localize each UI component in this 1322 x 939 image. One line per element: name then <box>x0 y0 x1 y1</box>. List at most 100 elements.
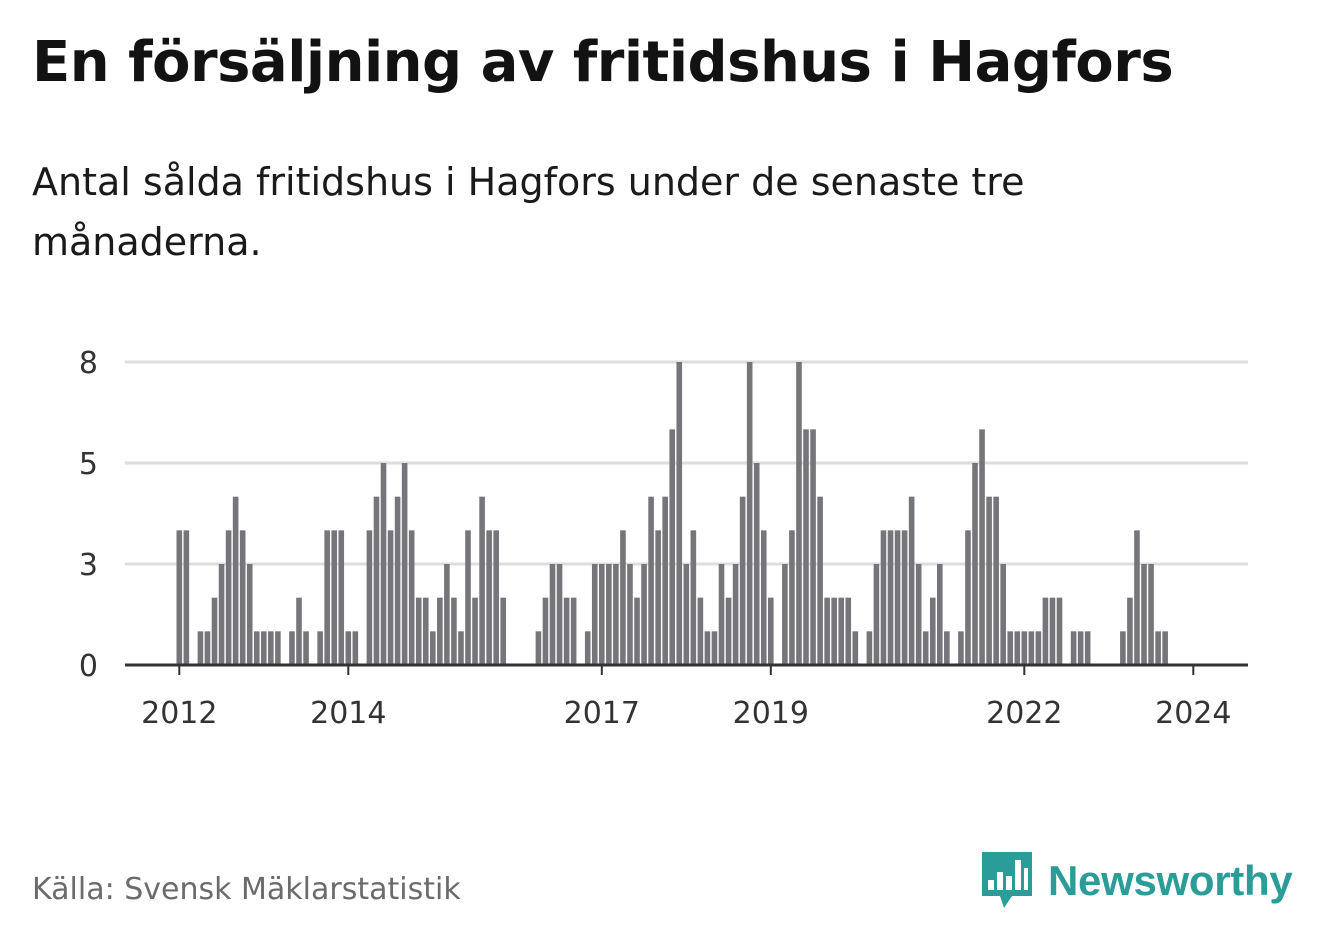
bar <box>352 631 359 665</box>
bar <box>387 530 394 665</box>
axes <box>125 663 1248 675</box>
bar <box>296 597 302 665</box>
bar <box>937 564 943 665</box>
bar <box>422 597 429 665</box>
bar <box>1141 564 1147 665</box>
bar <box>944 631 950 665</box>
bar <box>676 362 683 665</box>
bar <box>338 530 345 665</box>
bar <box>669 429 676 665</box>
bar <box>176 530 183 665</box>
bar <box>831 597 837 665</box>
bar <box>232 496 239 665</box>
chart-subtitle: Antal sålda fritidshus i Hagfors under d… <box>32 160 1025 264</box>
bar <box>845 597 852 665</box>
bar <box>979 429 985 665</box>
bar <box>197 631 204 665</box>
bar <box>394 496 401 665</box>
bar <box>880 530 887 665</box>
bar <box>451 597 457 665</box>
bar <box>1148 564 1154 665</box>
bar <box>239 530 246 665</box>
bar <box>908 496 915 665</box>
bar <box>852 631 859 665</box>
bar <box>535 631 542 665</box>
bar <box>1035 631 1042 665</box>
bar <box>415 597 422 665</box>
bar <box>458 631 464 665</box>
bar <box>1042 597 1049 665</box>
bar <box>697 597 704 665</box>
x-tick-label: 2014 <box>310 696 386 731</box>
bar <box>366 530 373 665</box>
bar <box>739 496 746 665</box>
source-note: Källa: Svensk Mäklarstatistik <box>32 872 461 907</box>
x-tick-label: 2019 <box>733 696 809 731</box>
bar <box>1162 631 1168 665</box>
bar <box>922 631 929 665</box>
bar <box>718 564 725 665</box>
bar <box>803 429 809 665</box>
bar <box>486 530 492 665</box>
bar <box>317 631 323 665</box>
bar <box>746 362 753 665</box>
gridlines <box>125 360 1248 566</box>
bar <box>1070 631 1077 665</box>
bar <box>1127 597 1133 665</box>
bar <box>437 597 443 665</box>
bar <box>958 631 964 665</box>
bar <box>606 564 612 665</box>
bar <box>465 530 471 665</box>
bar <box>972 463 978 665</box>
bar <box>408 530 415 665</box>
bar <box>965 530 971 665</box>
bar <box>760 530 767 665</box>
bar <box>690 530 697 665</box>
bar <box>1077 631 1084 665</box>
bar <box>556 564 563 665</box>
bar <box>768 597 774 665</box>
bar <box>824 597 830 665</box>
bar <box>648 496 654 665</box>
bar <box>324 530 330 665</box>
bar <box>261 631 267 665</box>
bar <box>599 564 605 665</box>
bar <box>253 631 260 665</box>
bar <box>838 597 845 665</box>
bar <box>500 597 507 665</box>
bar <box>591 564 598 665</box>
brand-name: Newsworthy <box>1048 857 1293 904</box>
bar <box>810 429 816 665</box>
bar <box>627 564 633 665</box>
y-tick-label: 3 <box>79 548 98 583</box>
bar <box>901 530 908 665</box>
bar <box>401 463 408 665</box>
bar <box>211 597 218 665</box>
bar <box>1134 530 1140 665</box>
bar <box>183 530 190 665</box>
bars <box>176 362 1168 665</box>
bar <box>542 597 549 665</box>
bar <box>225 530 232 665</box>
bar <box>584 631 591 665</box>
bar <box>915 564 922 665</box>
highlight-value-label: 1 <box>1179 330 1198 338</box>
bar <box>373 496 380 665</box>
bar <box>303 631 309 665</box>
bar <box>430 631 436 665</box>
labels: 0 3 5 8 2012 2014 2017 2019 2022 2024 1 <box>79 330 1232 731</box>
newsworthy-logo: Newsworthy <box>980 850 1293 912</box>
bar <box>1021 631 1028 665</box>
bar <box>641 564 647 665</box>
bar <box>345 631 352 665</box>
bar <box>789 530 795 665</box>
bar <box>1028 631 1035 665</box>
bar <box>817 496 823 665</box>
bar <box>563 597 570 665</box>
x-tick-label: 2022 <box>986 696 1062 731</box>
bar <box>753 463 760 665</box>
bar <box>655 530 661 665</box>
bar <box>1155 631 1161 665</box>
bar <box>331 530 338 665</box>
y-tick-label: 8 <box>79 346 98 381</box>
